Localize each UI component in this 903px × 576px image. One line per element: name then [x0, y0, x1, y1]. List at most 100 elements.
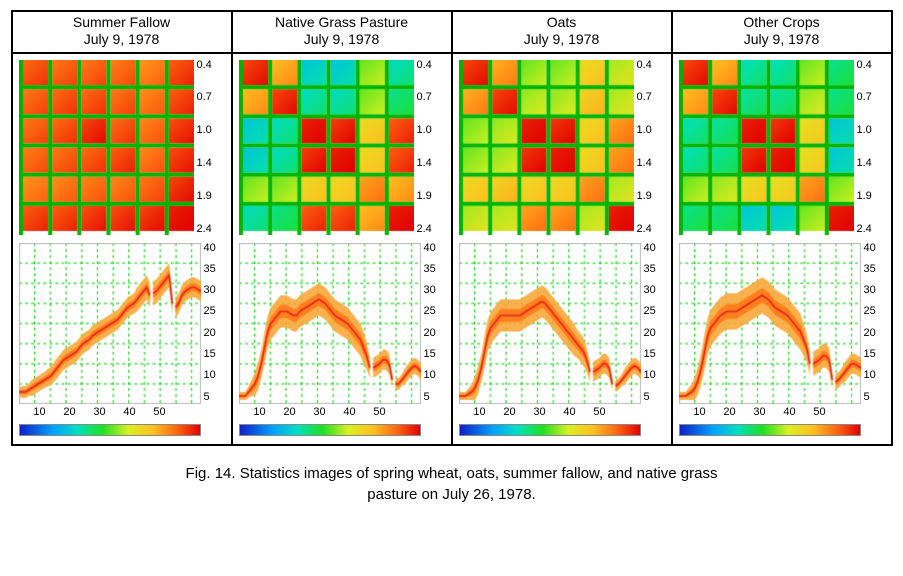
spectra-canvas	[459, 243, 641, 405]
spectra-ytick: 15	[204, 349, 216, 360]
spectra-ytick: 5	[864, 392, 876, 403]
heatmap-ytick: 1.4	[417, 158, 432, 169]
heatmap-wrap: 0.4 0.7 1.0 1.4 1.9 2.4	[679, 60, 887, 235]
spectra-xtick: 50	[365, 406, 395, 418]
heatmap-ytick: 1.0	[417, 125, 432, 136]
spectra-ytick: 20	[644, 328, 656, 339]
panel-oats: Oats July 9, 1978 0.40.71.01.41.92.4 102…	[453, 12, 671, 444]
spectra-wrap: 1020304050 403530252015105	[239, 243, 447, 437]
spectra-xtick: 10	[25, 406, 55, 418]
panel-title-line1: Oats	[453, 14, 671, 31]
spectra-ytick: 10	[204, 370, 216, 381]
spectra-ytick: 40	[424, 243, 436, 254]
heatmap-canvas	[679, 60, 854, 235]
heatmap-ytick: 1.9	[417, 191, 432, 202]
spectra-canvas	[679, 243, 861, 405]
heatmap-canvas	[239, 60, 414, 235]
spectra-ytick: 15	[864, 349, 876, 360]
panel-title-line2: July 9, 1978	[13, 31, 231, 48]
heatmap-ytick: 1.9	[857, 191, 872, 202]
heatmap-yticks: 0.40.71.01.41.92.4	[414, 60, 432, 235]
colorbar	[679, 424, 861, 436]
panel-header: Summer Fallow July 9, 1978	[13, 12, 231, 54]
caption-line-1: Fig. 14. Statistics images of spring whe…	[186, 465, 718, 482]
spectra-col: 1020304050	[19, 243, 201, 437]
spectra-xticks: 1020304050	[459, 406, 641, 418]
spectra-yticks: 403530252015105	[201, 243, 216, 403]
spectra-ytick: 15	[424, 349, 436, 360]
spectra-xticks: 1020304050	[19, 406, 201, 418]
spectra-xticks: 1020304050	[679, 406, 861, 418]
heatmap-canvas	[459, 60, 634, 235]
heatmap-ytick: 1.9	[197, 191, 212, 202]
spectra-ytick: 20	[204, 328, 216, 339]
heatmap-ytick: 0.7	[857, 92, 872, 103]
spectra-ytick: 20	[864, 328, 876, 339]
spectra-xtick: 20	[55, 406, 85, 418]
spectra-wrap: 1020304050 403530252015105	[459, 243, 667, 437]
spectra-canvas	[239, 243, 421, 405]
spectra-xtick: 10	[685, 406, 715, 418]
spectra-xtick: 20	[715, 406, 745, 418]
spectra-ytick: 40	[864, 243, 876, 254]
spectra-ytick: 30	[204, 285, 216, 296]
spectra-wrap: 1020304050 403530252015105	[679, 243, 887, 437]
spectra-ytick: 35	[644, 264, 656, 275]
heatmap-ytick: 0.4	[637, 60, 652, 71]
spectra-xtick: 20	[495, 406, 525, 418]
spectra-yticks: 403530252015105	[641, 243, 656, 403]
spectra-col: 1020304050	[459, 243, 641, 437]
spectra-ytick: 40	[204, 243, 216, 254]
heatmap-ytick: 2.4	[417, 224, 432, 235]
spectra-xtick: 30	[85, 406, 115, 418]
panel-row: Summer Fallow July 9, 1978 0.4 0.7 1.0 1.4 1…	[11, 10, 893, 446]
spectra-ytick: 20	[424, 328, 436, 339]
spectra-xtick: 40	[555, 406, 585, 418]
colorbar	[19, 424, 201, 436]
heatmap-ytick: 0.4	[857, 60, 872, 71]
spectra-ytick: 25	[644, 306, 656, 317]
heatmap-canvas	[19, 60, 194, 235]
panel-other-crops: Other Crops July 9, 1978 0.40.71.01.41.9…	[673, 12, 891, 444]
colorbar	[239, 424, 421, 436]
spectra-ytick: 35	[424, 264, 436, 275]
panel-title-line1: Native Grass Pasture	[233, 14, 451, 31]
spectra-ytick: 5	[424, 392, 436, 403]
spectra-xtick: 40	[775, 406, 805, 418]
colorbar	[459, 424, 641, 436]
heatmap-ytick: 0.7	[197, 92, 212, 103]
heatmap-yticks: 0.40.71.01.41.92.4	[634, 60, 652, 235]
spectra-xtick: 30	[305, 406, 335, 418]
panel-body: 0.40.71.01.41.92.4 1020304050 4035302520…	[13, 54, 231, 445]
heatmap-ytick: 1.4	[857, 158, 872, 169]
spectra-ytick: 40	[644, 243, 656, 254]
panel-header: Oats July 9, 1978	[453, 12, 671, 54]
spectra-wrap: 1020304050 403530252015105	[19, 243, 227, 437]
spectra-xtick: 50	[145, 406, 175, 418]
spectra-xtick: 10	[465, 406, 495, 418]
heatmap-ytick: 1.4	[197, 158, 212, 169]
heatmap-ytick: 2.4	[857, 224, 872, 235]
panel-summer-fallow: Summer Fallow July 9, 1978 0.4 0.7 1.0 1.4 1…	[13, 12, 231, 444]
heatmap-ytick: 1.0	[637, 125, 652, 136]
spectra-xtick: 40	[335, 406, 365, 418]
spectra-yticks: 403530252015105	[861, 243, 876, 403]
spectra-col: 1020304050	[239, 243, 421, 437]
heatmap-yticks: 0.4 0.7 1.0 1.4 1.9 2.4	[854, 60, 872, 235]
spectra-ytick: 25	[864, 306, 876, 317]
spectra-xtick: 30	[745, 406, 775, 418]
spectra-xtick: 50	[585, 406, 615, 418]
heatmap-ytick: 1.0	[197, 125, 212, 136]
spectra-ytick: 25	[204, 306, 216, 317]
panel-title-line2: July 9, 1978	[233, 31, 451, 48]
heatmap-ytick: 1.0	[857, 125, 872, 136]
panel-native-grass: Native Grass Pasture July 9, 1978 0.40.7…	[233, 12, 451, 444]
spectra-ytick: 10	[424, 370, 436, 381]
spectra-xtick: 20	[275, 406, 305, 418]
spectra-xticks: 1020304050	[239, 406, 421, 418]
heatmap-wrap: 0.40.71.01.41.92.4	[19, 60, 227, 235]
heatmap-ytick: 0.4	[197, 60, 212, 71]
heatmap-wrap: 0.40.71.01.41.92.4	[459, 60, 667, 235]
spectra-ytick: 30	[644, 285, 656, 296]
spectra-ytick: 10	[644, 370, 656, 381]
